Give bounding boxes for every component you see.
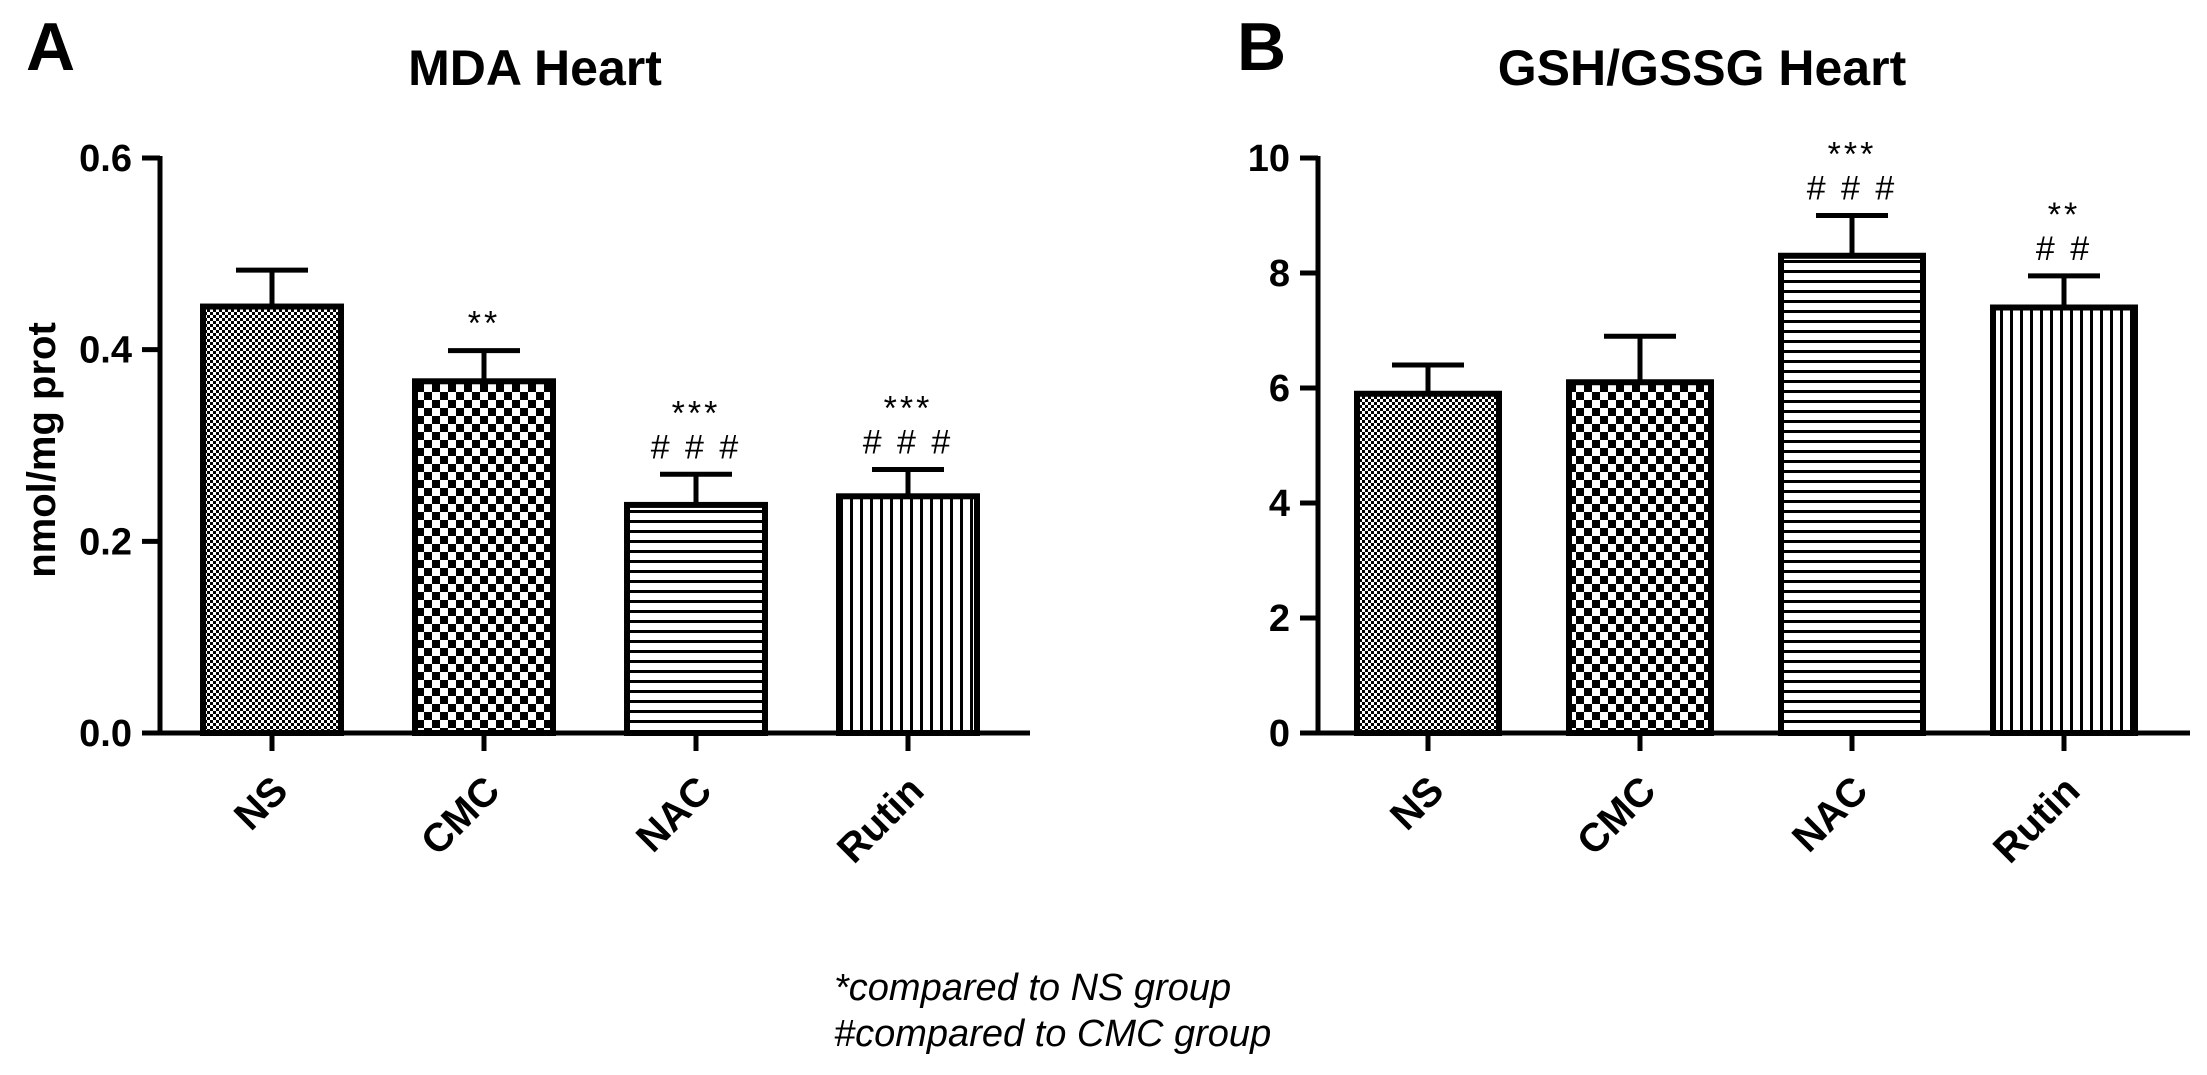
chart-a-hash-label: # # # — [651, 428, 742, 466]
chart-b-category-label: NAC — [1784, 768, 1876, 860]
chart-a-bar-cmc — [412, 378, 556, 736]
chart-a-star-label: *** — [672, 394, 721, 432]
chart-b-ytick-label: 10 — [1248, 138, 1290, 180]
panel-a: A MDA Heart nmol/mg prot 0.0 0.2 0.4 0.6 NS C… — [20, 9, 1030, 872]
footnote: *compared to NS group #compared to CMC g… — [834, 965, 1271, 1057]
chart-a-ylabel: nmol/mg prot — [20, 322, 64, 578]
chart-a-category-label: Rutin — [829, 768, 932, 871]
chart-a-bar-rutin — [836, 493, 980, 736]
chart-b-star-label: ** — [2048, 196, 2080, 234]
chart-b-bar-nac — [1778, 252, 1926, 736]
chart-b-bar-rutin — [1990, 304, 2138, 736]
chart-a-hash-label: # # # — [863, 423, 954, 461]
chart-a-title: MDA Heart — [408, 40, 662, 96]
chart-a-category-label: NAC — [628, 768, 720, 860]
chart-b-ytick-label: 4 — [1269, 483, 1290, 525]
chart-a-ytick-label: 0.6 — [79, 138, 132, 180]
chart-b-star-label: *** — [1828, 136, 1877, 174]
chart-a-ytick-label: 0.2 — [79, 521, 132, 563]
chart-a-ytick-label: 0.4 — [79, 330, 132, 372]
chart-b-ytick-label: 2 — [1269, 598, 1290, 640]
footnote-line-2: #compared to CMC group — [834, 1013, 1272, 1055]
chart-b-bar-cmc — [1566, 379, 1714, 736]
chart-b-ytick-label: 6 — [1269, 368, 1290, 410]
chart-b-hash-label: # # # — [1807, 170, 1898, 208]
chart-a-category-label: NS — [226, 768, 296, 838]
chart-a-plot: 0.00.20.40.6NS CMC**NAC# # #***Rutin# # #… — [79, 138, 1030, 872]
chart-b-title: GSH/GSSG Heart — [1498, 40, 1907, 96]
chart-b-plot: 0 2 4 6 8 10 NS CMC NAC # # #*** Rutin # #** — [1248, 136, 2190, 872]
chart-a-bar-nac — [624, 501, 768, 736]
chart-a-category-label: CMC — [413, 768, 509, 864]
panel-a-label: A — [26, 9, 75, 85]
chart-b-category-label: NS — [1382, 768, 1452, 838]
chart-b-ytick-label: 8 — [1269, 253, 1290, 295]
chart-b-ytick-label: 0 — [1269, 713, 1290, 755]
chart-a-star-label: *** — [884, 389, 933, 427]
panel-b-label: B — [1237, 9, 1286, 85]
chart-a-bar-ns — [200, 303, 344, 736]
chart-a-ytick-label: 0.0 — [79, 713, 132, 755]
chart-b-category-label: Rutin — [1985, 768, 2088, 871]
chart-b-hash-label: # # — [2036, 230, 2092, 268]
chart-b-category-label: CMC — [1569, 768, 1665, 864]
chart-a-star-label: ** — [468, 305, 500, 343]
footnote-line-1: *compared to NS group — [834, 967, 1232, 1009]
chart-b-bar-ns — [1354, 390, 1502, 736]
